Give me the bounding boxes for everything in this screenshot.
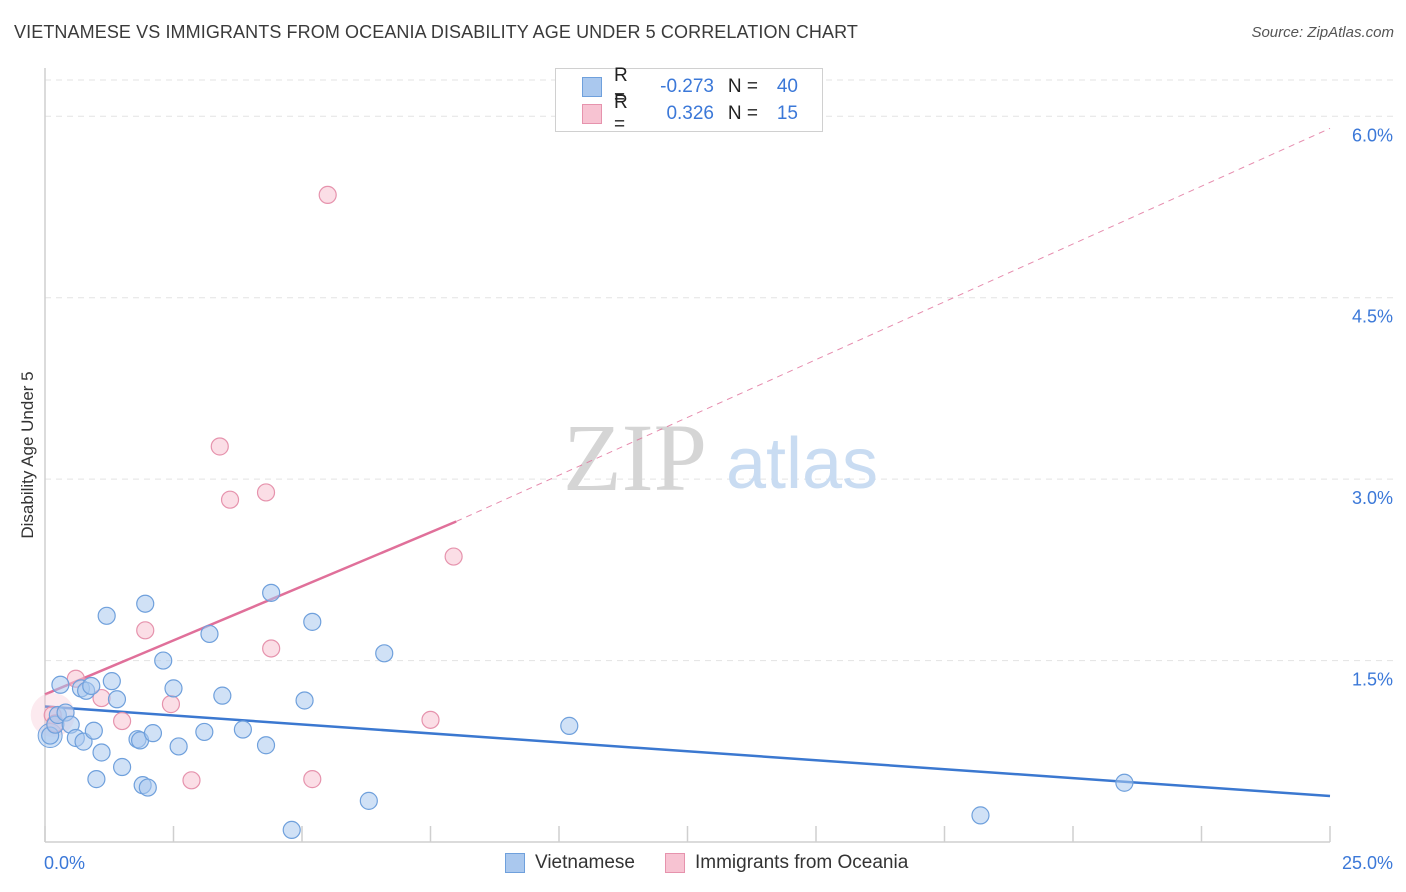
chart-title: VIETNAMESE VS IMMIGRANTS FROM OCEANIA DI…: [14, 22, 858, 42]
data-point-vietnamese: [143, 724, 163, 743]
legend-r-label: R =: [614, 65, 628, 108]
data-point-vietnamese: [102, 672, 121, 691]
gridlines: [45, 79, 1395, 662]
data-point-vietnamese: [295, 691, 314, 710]
legend-n-label: N =: [727, 103, 758, 124]
data-point-oceania: [210, 437, 229, 456]
trend-line-vietnamese: [44, 705, 1331, 798]
legend-r-value: 0.326: [666, 103, 714, 124]
data-point-oceania: [256, 483, 276, 502]
data-point-oceania: [136, 621, 155, 640]
x-tick-label: 25.0%: [1342, 853, 1393, 873]
watermark-atlas: atlas: [726, 424, 878, 504]
data-point-vietnamese: [97, 606, 116, 625]
data-point-vietnamese: [169, 737, 188, 756]
data-point-vietnamese: [971, 806, 990, 825]
watermark-zip: ZIP: [563, 404, 707, 511]
series-legend-item-oceania: Immigrants from Oceania: [665, 852, 908, 874]
data-point-oceania: [182, 771, 201, 790]
data-point-oceania: [112, 711, 132, 731]
y-axis-label: Disability Age Under 5: [18, 371, 37, 539]
data-point-oceania: [421, 710, 440, 729]
data-point-vietnamese: [262, 583, 281, 602]
trend-line-oceania-extension: [455, 127, 1331, 522]
series-swatch-oceania: [665, 853, 685, 873]
y-tick-label: 6.0%: [1352, 125, 1393, 145]
y-tick-label: 3.0%: [1352, 488, 1393, 508]
series-legend: Vietnamese Immigrants from Oceania: [505, 852, 938, 874]
y-tick-label: 4.5%: [1352, 307, 1393, 327]
data-point-vietnamese: [138, 778, 157, 797]
series-legend-item-vietnamese: Vietnamese: [505, 852, 635, 874]
series-label-vietnamese: Vietnamese: [535, 852, 635, 873]
data-point-oceania: [444, 547, 463, 566]
legend-swatch-vietnamese: [582, 77, 602, 97]
data-point-oceania: [262, 639, 281, 658]
correlation-legend: R = -0.273 N = 40 R = 0.326 N = 15: [555, 65, 823, 135]
legend-n-value: 40: [776, 76, 798, 97]
data-point-vietnamese: [200, 624, 219, 644]
series-swatch-vietnamese: [505, 853, 525, 873]
data-point-vietnamese: [164, 679, 183, 698]
data-point-vietnamese: [92, 743, 111, 762]
data-point-vietnamese: [282, 820, 301, 840]
x-tick-label: 0.0%: [44, 853, 85, 873]
data-point-vietnamese: [136, 594, 155, 613]
data-point-oceania: [161, 695, 181, 714]
legend-n-label: N =: [727, 76, 758, 97]
data-point-vietnamese: [154, 651, 173, 670]
data-point-oceania: [220, 490, 240, 509]
series-label-oceania: Immigrants from Oceania: [695, 852, 909, 873]
legend-r-label: R =: [614, 92, 628, 135]
tick-labels: 1.5% 3.0% 4.5% 6.0% 0.0% 25.0%: [44, 125, 1393, 873]
legend-n-value: 15: [776, 103, 798, 124]
y-tick-label: 1.5%: [1352, 670, 1393, 690]
legend-swatch-oceania: [582, 104, 602, 124]
data-point-oceania: [318, 185, 337, 205]
data-point-vietnamese: [84, 721, 103, 740]
legend-row-oceania: R = 0.326 N = 15: [582, 92, 798, 135]
data-point-vietnamese: [359, 791, 378, 810]
trend-line-oceania: [44, 520, 457, 696]
data-point-vietnamese: [256, 736, 276, 755]
data-point-vietnamese: [1115, 773, 1134, 792]
data-point-vietnamese: [112, 757, 132, 777]
data-point-vietnamese: [82, 676, 101, 696]
data-point-vietnamese: [107, 690, 127, 709]
data-point-vietnamese: [51, 675, 70, 694]
data-point-oceania: [303, 770, 322, 789]
data-point-vietnamese: [303, 612, 322, 631]
source-label: Source: ZipAtlas.com: [1251, 24, 1394, 41]
legend-r-value: -0.273: [660, 76, 714, 97]
data-point-vietnamese: [213, 686, 232, 705]
legend-row-vietnamese: R = -0.273 N = 40: [582, 65, 798, 108]
data-point-vietnamese: [560, 716, 579, 735]
data-point-vietnamese: [195, 722, 214, 742]
data-point-vietnamese: [87, 770, 106, 789]
data-point-vietnamese: [375, 644, 394, 663]
data-points: [30, 185, 1134, 840]
data-point-vietnamese: [233, 720, 252, 739]
